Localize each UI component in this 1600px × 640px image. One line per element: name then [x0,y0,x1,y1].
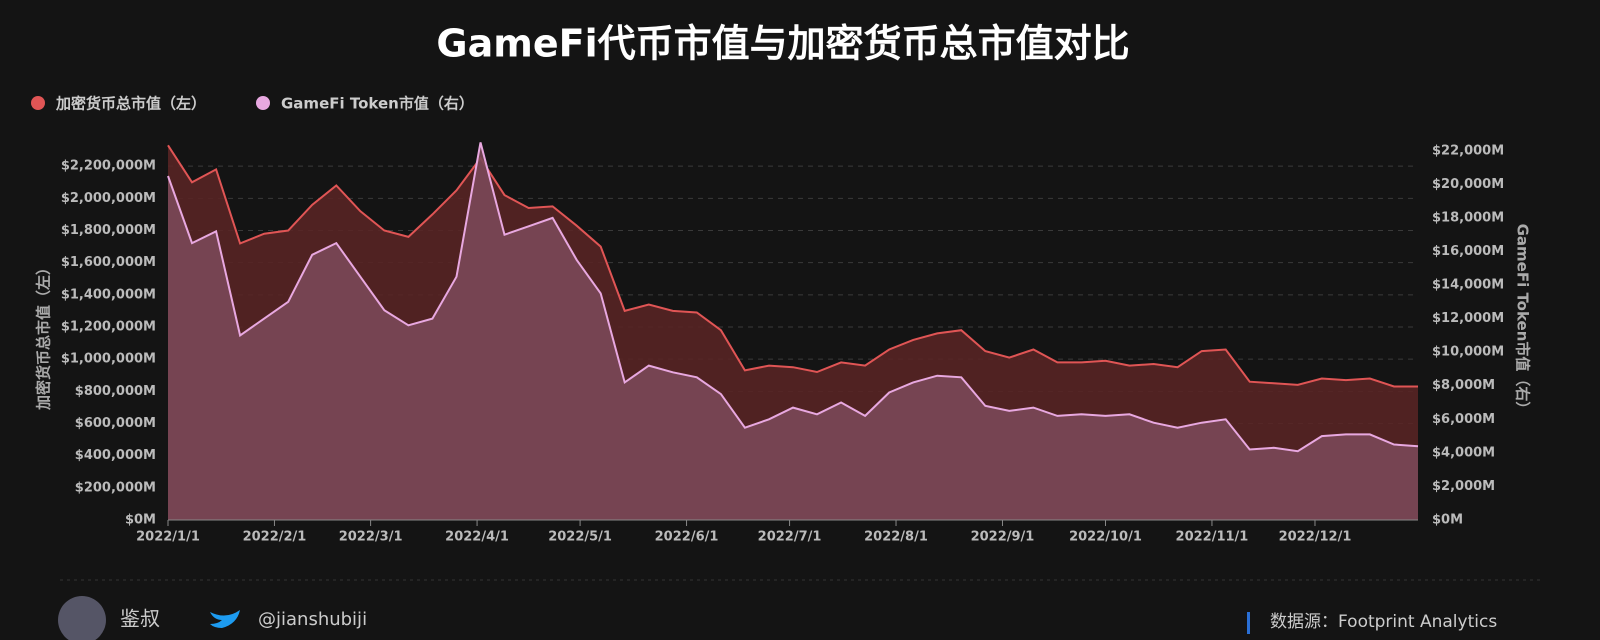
y2-tick-label: $8,000M [1432,378,1495,393]
y2-tick-label: $10,000M [1432,345,1504,360]
y-axis-title: 加密货币总市值（左） [35,260,53,411]
x-tick-label: 2022/3/1 [339,530,403,545]
author: 鉴叔 [120,607,160,631]
y2-tick-label: $16,000M [1432,244,1504,259]
y2-tick-label: $18,000M [1432,210,1504,225]
handle: @jianshubiji [258,609,367,630]
x-tick-label: 2022/7/1 [758,530,822,545]
y2-tick-label: $6,000M [1432,412,1495,427]
legend-label: 加密货币总市值（左） [55,95,206,113]
x-tick-label: 2022/2/1 [243,530,307,545]
chart-title: GameFi代币市值与加密货币总市值对比 [436,22,1129,66]
y-tick-label: $800,000M [75,384,156,399]
y2-tick-label: $4,000M [1432,445,1495,460]
source: 数据源：Footprint Analytics [1270,612,1497,632]
y-tick-label: $2,200,000M [61,159,156,174]
y-tick-label: $0M [125,513,156,528]
y2-axis-title: GameFi Token市值（右） [1514,224,1532,417]
line [167,144,1418,388]
x-tick-label: 2022/8/1 [864,530,928,545]
avatar [58,596,106,640]
y-tick-label: $600,000M [75,416,156,431]
y2-tick-label: $14,000M [1432,278,1504,293]
legend-swatch [256,96,270,110]
y-tick-label: $1,800,000M [61,223,156,238]
y2-tick-label: $2,000M [1432,479,1495,494]
y2-tick-label: $12,000M [1432,311,1504,326]
x-tick-label: 2022/4/1 [445,530,509,545]
x-tick-label: 2022/11/1 [1176,530,1249,545]
line [167,142,1419,453]
area [168,142,1418,520]
y-tick-label: $400,000M [75,448,156,463]
x-tick-label: 2022/10/1 [1069,530,1142,545]
y-tick-label: $1,200,000M [61,320,156,335]
twitter-icon [210,610,240,628]
y2-tick-label: $0M [1432,513,1463,528]
y2-tick-label: $22,000M [1432,143,1504,158]
y-tick-label: $1,400,000M [61,287,156,302]
x-tick-label: 2022/12/1 [1279,530,1352,545]
y-tick-label: $1,000,000M [61,352,156,367]
y-tick-label: $200,000M [75,480,156,495]
legend-label: GameFi Token市值（右） [281,95,474,113]
source-bar [1247,612,1250,634]
x-tick-label: 2022/5/1 [548,530,612,545]
x-tick-label: 2022/9/1 [971,530,1035,545]
legend-swatch [31,96,45,110]
x-tick-label: 2022/6/1 [655,530,719,545]
y-tick-label: $1,600,000M [61,255,156,270]
y-tick-label: $2,000,000M [61,191,156,206]
y2-tick-label: $20,000M [1432,177,1504,192]
x-tick-label: 2022/1/1 [136,530,200,545]
